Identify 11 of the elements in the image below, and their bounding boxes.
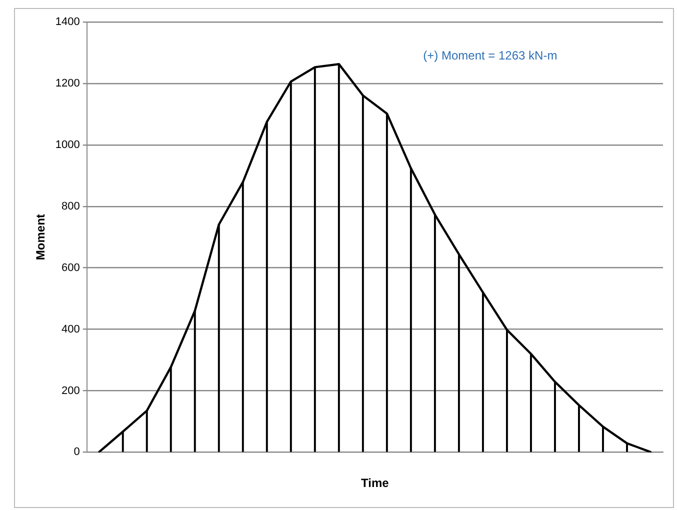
y-tick-label: 400	[62, 323, 80, 336]
y-tick-label: 1000	[55, 138, 80, 151]
y-tick-label: 600	[62, 262, 80, 274]
y-tick-label: 1400	[55, 16, 80, 28]
y-tick-label: 200	[62, 384, 80, 397]
x-axis-title: Time	[361, 476, 390, 490]
annotation: (+) Moment = 1263 kN-m	[423, 48, 558, 62]
y-tick-label: 0	[74, 446, 80, 458]
y-tick-label: 800	[62, 200, 80, 212]
y-axis-title: Moment	[34, 214, 48, 260]
y-tick-label: 1200	[55, 77, 80, 90]
